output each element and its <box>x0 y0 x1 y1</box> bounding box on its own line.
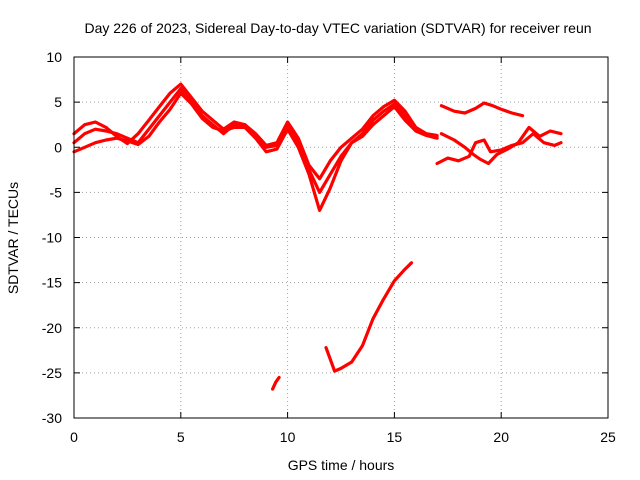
y-tick-label: -10 <box>42 230 62 246</box>
series-line-track-3 <box>72 91 439 212</box>
data-series <box>72 82 563 391</box>
y-tick-label: 5 <box>54 94 62 110</box>
grid-lines <box>74 57 608 418</box>
x-tick-label: 15 <box>387 429 403 445</box>
x-tick-label: 0 <box>70 429 78 445</box>
series-line-track-8 <box>324 261 414 373</box>
series-line-track-7 <box>271 375 281 391</box>
series-line-track-5 <box>439 125 563 166</box>
series-line-track-6 <box>435 132 563 166</box>
y-tick-label: -25 <box>42 365 62 381</box>
x-tick-label: 10 <box>280 429 296 445</box>
y-tick-label: 0 <box>54 139 62 155</box>
x-axis-ticks: 0 5 10 15 20 25 <box>70 57 616 445</box>
x-tick-label: 25 <box>600 429 616 445</box>
chart-title: Day 226 of 2023, Sidereal Day-to-day VTE… <box>84 20 591 36</box>
x-tick-label: 20 <box>493 429 509 445</box>
series-line-track-1 <box>72 82 439 181</box>
y-tick-label: -20 <box>42 320 62 336</box>
y-axis-ticks: -30 -25 -20 -15 -10 -5 0 5 10 <box>42 49 608 426</box>
y-tick-label: -15 <box>42 275 62 291</box>
y-tick-label: -5 <box>50 184 63 200</box>
y-tick-label: 10 <box>46 49 62 65</box>
series-line-track-4 <box>439 101 525 118</box>
x-axis-label: GPS time / hours <box>288 457 395 473</box>
x-tick-label: 5 <box>177 429 185 445</box>
y-axis-label: SDTVAR / TECUs <box>5 182 21 294</box>
y-tick-label: -30 <box>42 410 62 426</box>
